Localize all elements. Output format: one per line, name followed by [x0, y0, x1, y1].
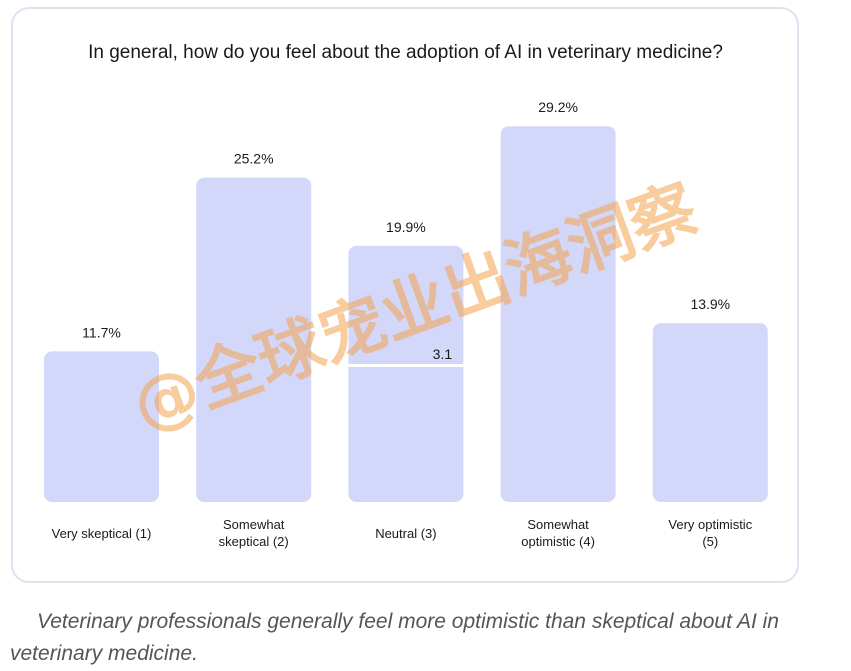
- value-label: 25.2%: [234, 151, 274, 167]
- category-label: Somewhat skeptical (2): [219, 517, 289, 549]
- value-label: 13.9%: [690, 296, 730, 312]
- annotation-divider: [348, 364, 464, 367]
- value-label: 19.9%: [386, 219, 426, 235]
- category-label: Neutral (3): [375, 526, 436, 541]
- bar: [652, 323, 768, 502]
- category-label: Somewhat optimistic (4): [521, 517, 595, 549]
- category-label: Very optimistic (5): [668, 517, 752, 549]
- chart-title: In general, how do you feel about the ad…: [88, 42, 723, 63]
- caption: Veterinary professionals generally feel …: [10, 610, 779, 665]
- bar-chart: 11.7% 25.2% 19.9% 29.2% 13.9% Very skeptical…: [44, 99, 768, 549]
- category-label: Very skeptical (1): [52, 526, 152, 541]
- bar: [348, 245, 464, 502]
- value-label: 29.2%: [538, 99, 578, 115]
- bar: [196, 177, 312, 502]
- bar: [44, 351, 159, 502]
- bar: [500, 126, 616, 503]
- annotation-label: 3.1: [433, 346, 453, 362]
- value-label: 11.7%: [82, 324, 121, 340]
